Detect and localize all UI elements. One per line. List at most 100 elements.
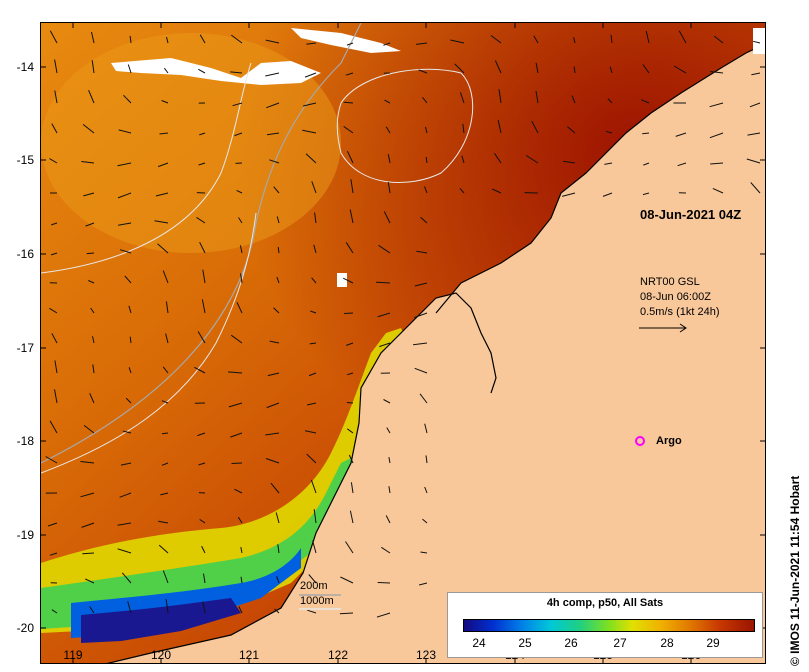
current-vector xyxy=(310,479,317,494)
current-vector xyxy=(158,544,169,554)
current-vector xyxy=(384,99,391,104)
current-vector xyxy=(643,162,650,166)
current-vector xyxy=(497,119,502,134)
current-vector xyxy=(712,187,724,194)
current-vector xyxy=(129,35,132,44)
current-vector xyxy=(121,572,132,584)
lat-label: -17 xyxy=(16,341,34,355)
lat-label: -20 xyxy=(16,621,34,635)
current-vector xyxy=(311,277,317,284)
current-vector xyxy=(234,132,243,137)
current-vector xyxy=(388,486,391,494)
current-vector xyxy=(304,430,317,434)
current-vector xyxy=(90,307,95,314)
current-vector xyxy=(82,552,95,555)
current-vector xyxy=(425,126,428,134)
sst-map[interactable] xyxy=(40,22,766,664)
current-vector xyxy=(345,72,354,76)
current-vectors xyxy=(45,30,761,618)
current-vector xyxy=(747,132,761,136)
current-vector xyxy=(422,96,428,104)
current-vector xyxy=(641,99,650,104)
current-vector xyxy=(228,371,243,374)
current-vector xyxy=(124,275,132,284)
current-vector xyxy=(274,608,280,614)
current-vector xyxy=(573,37,576,44)
current-vector xyxy=(88,90,95,104)
current-vector xyxy=(82,124,95,134)
current-vector xyxy=(128,367,132,374)
current-vector xyxy=(349,510,354,524)
current-vector xyxy=(346,372,354,376)
current-vector xyxy=(419,393,428,404)
current-vector xyxy=(340,576,354,584)
current-vector xyxy=(91,31,95,44)
current-vector xyxy=(491,188,502,194)
vector-legend-time: 08-Jun 06:00Z xyxy=(640,291,711,303)
current-vector xyxy=(709,132,724,139)
current-vector xyxy=(81,161,95,164)
current-vector xyxy=(710,71,724,74)
current-vector xyxy=(673,65,687,74)
current-vector xyxy=(385,515,391,524)
lat-label: -18 xyxy=(16,434,34,448)
current-vector xyxy=(602,192,613,197)
current-vector xyxy=(269,340,280,344)
current-vector xyxy=(494,153,502,164)
lat-label: -15 xyxy=(16,153,34,167)
current-vector xyxy=(232,102,243,107)
current-vector xyxy=(277,544,280,554)
current-vector xyxy=(125,397,132,404)
current-vector xyxy=(230,334,243,344)
current-vector xyxy=(276,276,280,284)
current-vector xyxy=(83,192,95,197)
current-vector xyxy=(230,71,243,74)
current-vector xyxy=(54,360,58,374)
current-vector xyxy=(49,158,58,164)
current-vector xyxy=(425,156,428,164)
current-vector xyxy=(202,601,206,614)
current-vector xyxy=(302,129,317,134)
current-vector xyxy=(197,432,206,437)
sst-map-canvas xyxy=(41,23,765,663)
current-vector xyxy=(45,456,58,464)
current-vector xyxy=(416,42,428,45)
current-vector xyxy=(752,40,761,44)
current-vector xyxy=(198,462,206,466)
current-vector xyxy=(162,270,169,284)
current-vector xyxy=(265,72,280,77)
current-vector xyxy=(378,244,391,254)
current-vector xyxy=(571,95,576,104)
current-vector xyxy=(459,187,465,194)
cloud-patch xyxy=(753,28,765,54)
current-vector xyxy=(266,132,280,136)
current-vector xyxy=(642,192,650,196)
current-vector xyxy=(344,312,354,314)
colorbar-title: 4h comp, p50, All Sats xyxy=(546,597,664,609)
current-vector xyxy=(86,252,95,255)
lat-label: -14 xyxy=(16,60,34,74)
current-vector xyxy=(49,552,58,556)
green-band xyxy=(41,453,361,629)
current-vector xyxy=(84,578,95,584)
current-vector xyxy=(678,30,687,44)
current-vector xyxy=(240,547,243,554)
current-vector xyxy=(276,576,280,584)
current-vector xyxy=(237,516,243,524)
current-vector xyxy=(306,402,317,406)
current-vector xyxy=(347,428,354,434)
current-vector xyxy=(54,90,58,104)
current-vector xyxy=(201,299,206,314)
current-vector xyxy=(383,211,391,224)
current-vector xyxy=(117,548,132,554)
current-vector xyxy=(376,612,391,618)
current-vector xyxy=(231,462,243,464)
current-vector xyxy=(155,192,169,197)
argo-float-marker[interactable] xyxy=(635,436,645,446)
current-vector xyxy=(159,132,169,135)
current-vector xyxy=(196,216,206,224)
current-vector xyxy=(89,393,95,404)
current-vector xyxy=(117,162,132,167)
current-vector xyxy=(236,302,243,314)
isobath-1000m xyxy=(336,68,474,183)
